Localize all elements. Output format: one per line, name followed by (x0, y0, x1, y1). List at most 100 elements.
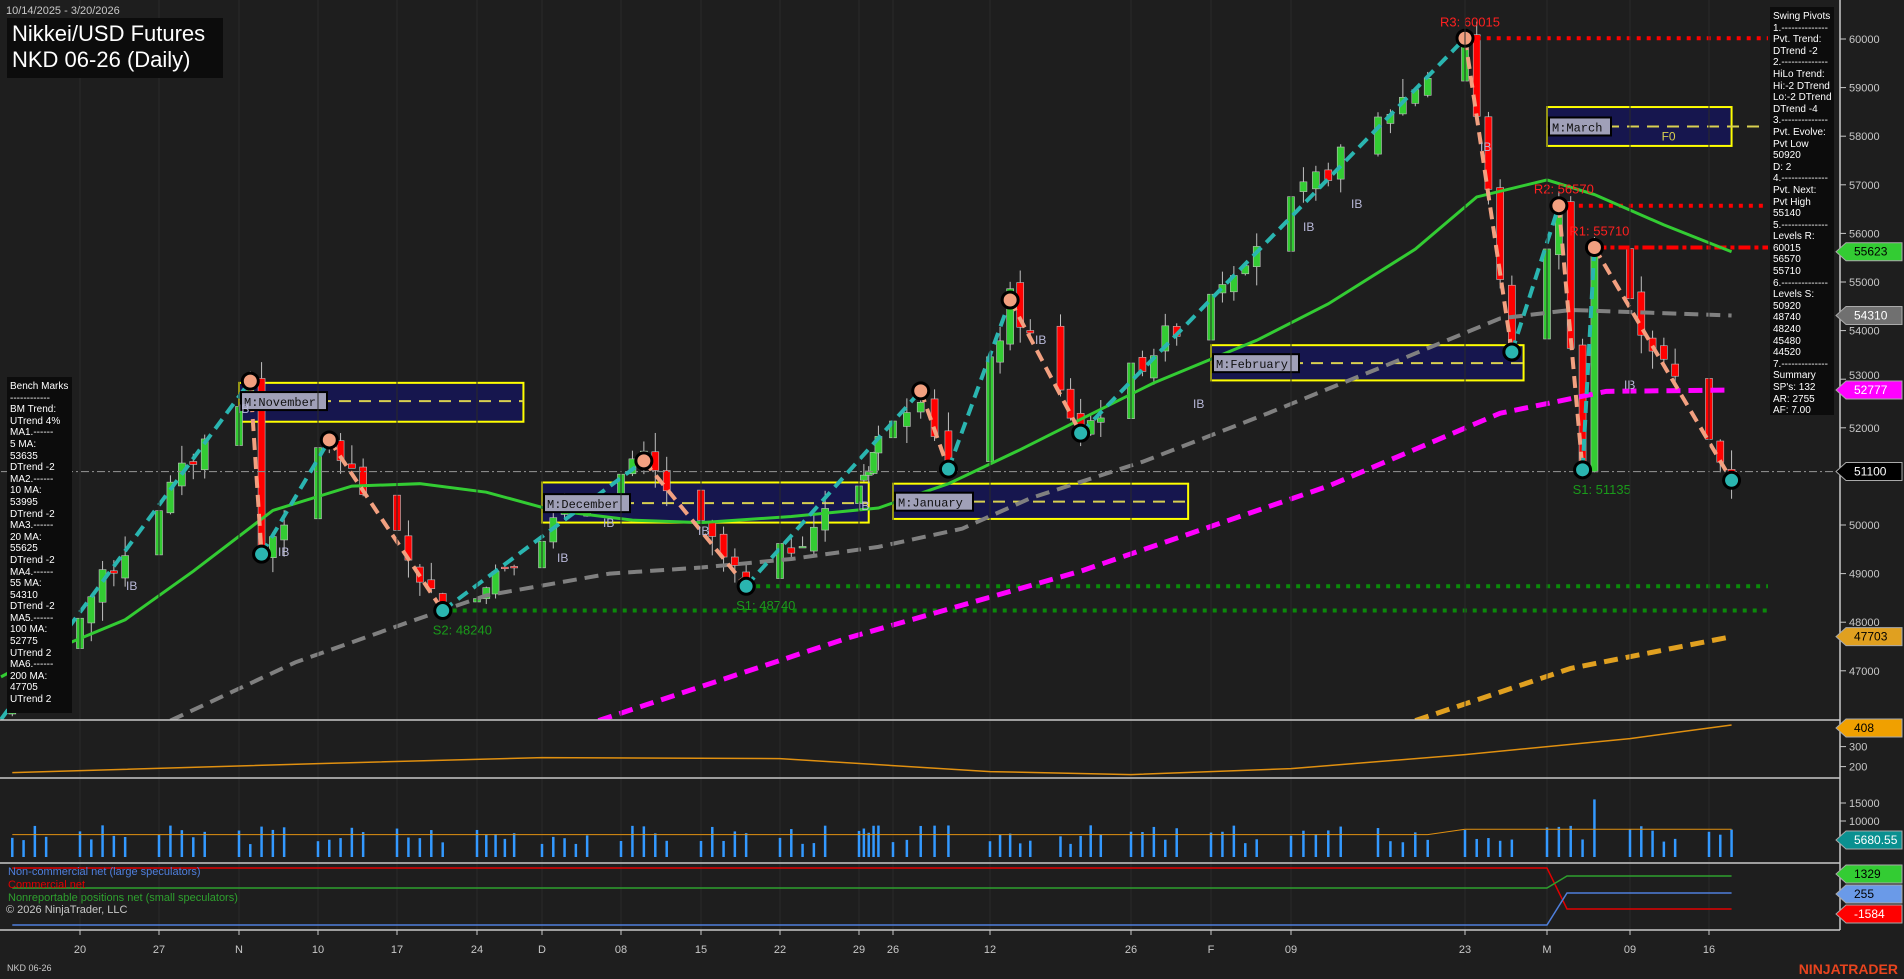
panel-line: 52775 (10, 636, 38, 648)
candle-body (1138, 357, 1147, 372)
panel-line: Levels S: (1773, 289, 1815, 301)
date-tick-label: F (1208, 944, 1215, 956)
panel-line: DTrend -4 (1773, 103, 1818, 115)
candle-body (1056, 325, 1065, 391)
panel-line: AR: 2755 (1773, 393, 1815, 405)
zigzag-segment (1079, 36, 1467, 435)
date-tick-label: 26 (887, 944, 899, 956)
candle-body (903, 412, 911, 427)
monthly-box-label: M:December (547, 498, 619, 512)
legend-large-speculators: Non-commercial net (large speculators) (8, 866, 201, 878)
panel-line: Pvt. Trend: (1773, 34, 1822, 46)
candle-body (996, 340, 1004, 363)
panel-line: DTrend -2 (10, 508, 55, 520)
candle-body (1716, 440, 1725, 463)
candle-body (869, 452, 878, 474)
panel-line: 10 MA: (10, 485, 42, 497)
swing-pivot-marker (1071, 423, 1091, 443)
panel-line: 5.-------------- (1773, 219, 1828, 231)
candle-body (1336, 146, 1345, 180)
cot-small-spec-value: 1329 (1854, 867, 1881, 881)
cot-large-spec-value: 255 (1854, 887, 1874, 901)
ib-label: IB (126, 579, 137, 593)
cot-commercial-value-bg (1835, 904, 1903, 924)
candle-body (1590, 247, 1599, 473)
moving-average-20-ma (0, 178, 1733, 679)
moving-average-200-ma (1414, 634, 1733, 720)
panel-line: Hi:-2 DTrend (1773, 80, 1830, 92)
panel-line: Summary (1773, 370, 1816, 382)
ib-label: IB (238, 402, 249, 416)
indicator-line (12, 724, 1732, 776)
candle-body (1312, 171, 1320, 190)
panel-line: BM Trend: (10, 404, 57, 416)
candle-body (482, 587, 491, 599)
candle-body (821, 508, 829, 531)
price-tick-label: 55000 (1849, 277, 1880, 289)
date-tick-label: 22 (774, 944, 786, 956)
panel-line: MA4.------ (10, 566, 54, 578)
panel-line: 5 MA: (10, 438, 37, 450)
price-tick-label: 47000 (1849, 666, 1880, 678)
monthly-box-label: M:January (898, 497, 963, 511)
panel-line: Swing Pivots (1773, 11, 1831, 22)
price-marker: 52777 (1854, 383, 1888, 397)
candle-body (510, 566, 518, 569)
panel-line: Bench Marks (10, 381, 69, 392)
candle-body (87, 596, 96, 624)
panel-line: ------------ (10, 392, 50, 404)
legend-commercial: Commercial net (8, 879, 86, 891)
candle-body (1660, 345, 1668, 360)
panel-line: DTrend -2 (10, 601, 55, 613)
zigzag-segment (918, 390, 951, 470)
price-tick-label: 48000 (1849, 617, 1880, 629)
monthly-box-label: M:March (1552, 121, 1602, 135)
cot-large-spec-value-bg (1835, 884, 1903, 904)
candle-body (427, 579, 436, 589)
panel-line: 44520 (1773, 347, 1801, 359)
price-marker-bg (1835, 380, 1903, 400)
price-marker: 54310 (1854, 309, 1888, 323)
zigzag-segment (1556, 205, 1585, 471)
cot-line (12, 875, 1732, 889)
panel-line: HiLo Trend: (1773, 68, 1825, 80)
panel-line: SP's: 132 (1773, 382, 1816, 393)
price-tick-label: 58000 (1849, 131, 1880, 143)
zigzag-segment (642, 459, 748, 588)
panel-line: 48740 (1773, 312, 1801, 324)
swing-pivot-marker (1000, 290, 1020, 310)
date-tick-label: 23 (1459, 944, 1471, 956)
candle-body (1252, 246, 1261, 268)
bench-marks-panel: Bench Marks ------------ BM Trend: UTrend 4… (7, 377, 72, 713)
price-tick-label: 56000 (1849, 228, 1880, 240)
panel-line: Pvt. Evolve: (1773, 126, 1826, 138)
price-tick-label: 53000 (1849, 370, 1880, 382)
monthly-box-label-bg (1212, 353, 1300, 374)
pivot-label: S1: 48740 (736, 598, 795, 613)
panel-line: Pvt High (1773, 196, 1811, 208)
volume-tick-label: 15000 (1849, 798, 1880, 810)
panel-line: 20 MA: (10, 531, 42, 543)
candle-body (628, 458, 637, 475)
date-tick-label: 27 (153, 944, 165, 956)
candle-body (1508, 284, 1516, 344)
indicator-tick-label: 200 (1849, 762, 1867, 774)
ib-label: IB (1035, 333, 1046, 347)
swing-pivot-marker (319, 430, 339, 450)
volume-average-line (12, 828, 1732, 836)
zigzag-segment (1463, 37, 1514, 353)
candle-body (787, 547, 796, 554)
panel-line: 6.-------------- (1773, 277, 1828, 289)
moving-average-100-ma (597, 387, 1732, 720)
swing-pivot-marker (433, 601, 453, 621)
candle-body (1374, 116, 1382, 155)
ib-label: IB (557, 551, 568, 565)
zigzag-segment (744, 389, 923, 588)
candle-body (1299, 181, 1308, 192)
panel-line: Lo:-2 DTrend (1773, 92, 1832, 104)
panel-line: 48240 (1773, 324, 1801, 336)
panel-line: 55710 (1773, 266, 1801, 278)
candle-body (501, 566, 509, 569)
panel-line: AF: 7.00 (1773, 405, 1811, 417)
